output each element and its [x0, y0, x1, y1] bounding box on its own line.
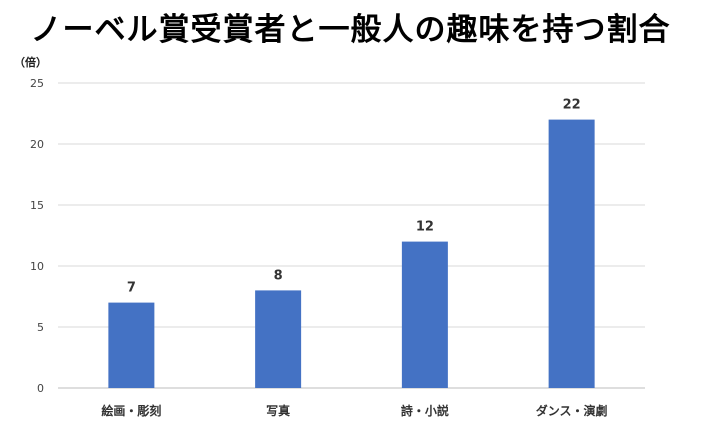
x-category-label: 詩・小説 [401, 403, 449, 418]
data-label: 8 [274, 268, 283, 283]
bar [548, 119, 595, 388]
y-tick-label: 15 [30, 199, 44, 212]
bar [401, 241, 448, 388]
y-axis-unit-label: （倍） [14, 55, 47, 69]
x-axis-categories: 絵画・彫刻 写真 詩・小説 ダンス・演劇 [101, 403, 607, 418]
data-labels: 7 8 12 22 [127, 98, 581, 296]
bar [255, 290, 302, 388]
y-tick-label: 25 [30, 77, 44, 90]
data-label: 22 [563, 98, 581, 113]
chart-title: ノーベル賞受賞者と一般人の趣味を持つ割合 [30, 12, 671, 48]
y-tick-label: 5 [37, 321, 44, 334]
x-category-label: 写真 [266, 403, 290, 418]
x-category-label: 絵画・彫刻 [101, 403, 161, 418]
y-tick-label: 0 [37, 382, 44, 395]
data-label: 12 [416, 220, 434, 235]
y-axis-ticks: 0 5 10 15 20 25 [30, 77, 44, 395]
y-tick-label: 10 [30, 260, 44, 273]
data-label: 7 [127, 281, 136, 296]
bars [108, 119, 595, 388]
bar [108, 302, 155, 388]
y-tick-label: 20 [30, 138, 44, 151]
x-category-label: ダンス・演劇 [536, 403, 608, 418]
gridlines [58, 82, 645, 389]
